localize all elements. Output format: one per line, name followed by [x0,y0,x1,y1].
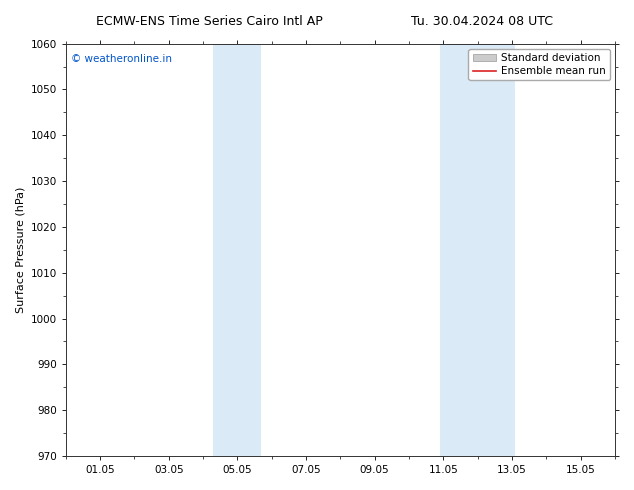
Bar [214,44,261,456]
Text: ECMW-ENS Time Series Cairo Intl AP: ECMW-ENS Time Series Cairo Intl AP [96,15,323,28]
Text: © weatheronline.in: © weatheronline.in [71,54,172,64]
Text: Tu. 30.04.2024 08 UTC: Tu. 30.04.2024 08 UTC [411,15,553,28]
Y-axis label: Surface Pressure (hPa): Surface Pressure (hPa) [15,187,25,313]
Legend: Standard deviation, Ensemble mean run: Standard deviation, Ensemble mean run [469,49,610,80]
Bar [440,44,515,456]
